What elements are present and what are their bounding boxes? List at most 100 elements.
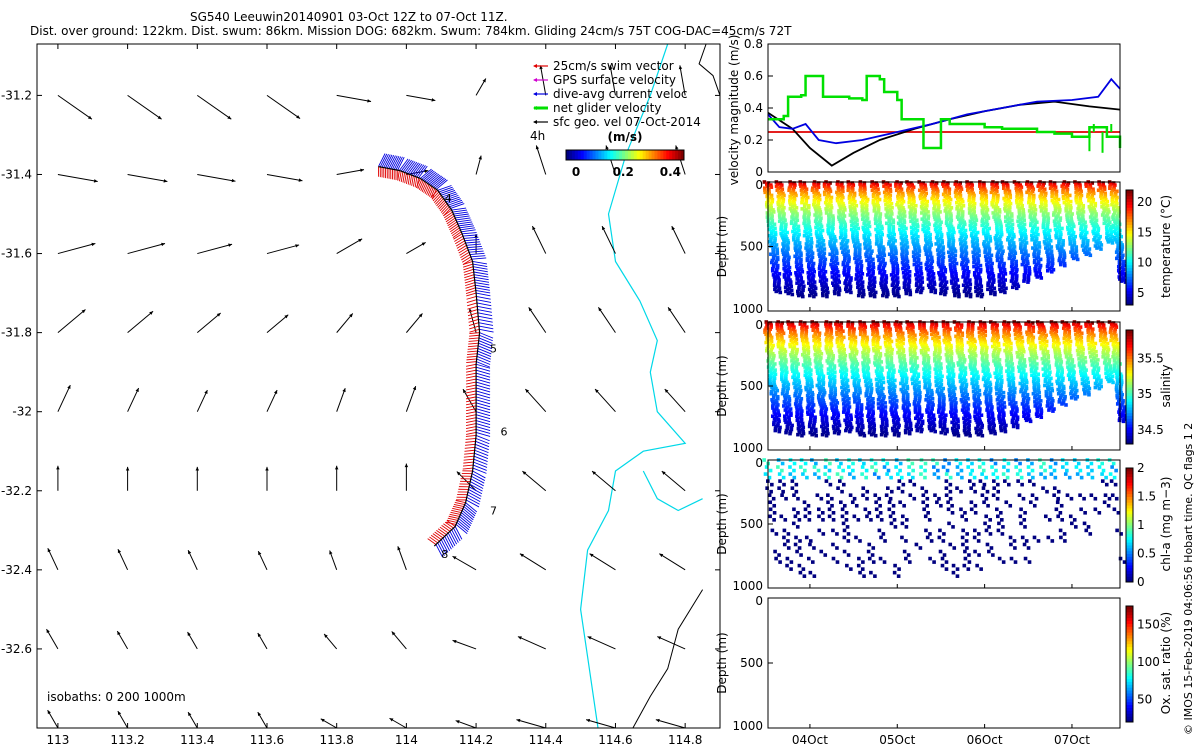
day-label: 6 [500, 425, 507, 438]
surface-velocity-arrow [405, 313, 423, 333]
colorbar-tick-label: 35 [1137, 387, 1152, 401]
map-colorbar-title: (m/s) [608, 130, 643, 144]
velocity-y-tick-label: 0.6 [744, 69, 763, 83]
map-x-tick-label: 113.6 [250, 733, 284, 747]
day-label: 5 [490, 342, 497, 355]
isobath-line [632, 589, 704, 729]
depth-tick-label: 0 [755, 594, 763, 608]
map-y-tick-label: -32 [12, 405, 32, 419]
surface-velocity-arrow [197, 173, 236, 182]
legend-time-scale: 4h [530, 129, 545, 143]
surface-velocity-arrow [609, 65, 616, 96]
surface-velocity-arrow [452, 555, 477, 571]
legend-label: GPS surface velocity [553, 73, 676, 87]
surface-velocity-arrow [57, 243, 96, 255]
legend-label: 25cm/s swim vector [553, 59, 674, 73]
map-x-tick-label: 114.8 [668, 733, 702, 747]
coastline-island [642, 470, 703, 512]
surface-velocity-arrow [336, 94, 372, 102]
depth-tick-label: 0 [755, 178, 763, 192]
surface-velocity-arrow [516, 719, 546, 729]
surface-velocity-arrow [406, 94, 436, 101]
surface-velocity-arrow [197, 94, 232, 120]
velocity-y-tick-label: 0.4 [744, 101, 763, 115]
panel-axes-chl [767, 459, 1121, 589]
surface-velocity-arrow [336, 313, 354, 333]
surface-velocity-arrow [117, 548, 129, 571]
colorbar-chl [1125, 467, 1134, 583]
surface-velocity-arrow [655, 719, 686, 729]
surface-velocity-arrow [517, 636, 546, 650]
surface-velocity-arrow [524, 388, 547, 413]
velocity-series-line [768, 74, 1122, 150]
surface-velocity-arrows [46, 65, 686, 729]
coastline [579, 43, 687, 729]
surface-velocity-arrow [391, 631, 407, 650]
map-colorbar-tick: 0.4 [660, 165, 681, 179]
surface-velocity-arrow [127, 243, 166, 255]
legend-label: net glider velocity [553, 101, 661, 115]
surface-velocity-arrow [397, 546, 407, 571]
legend-label: sfc geo. vel 07-Oct-2014 [553, 115, 701, 129]
surface-velocity-arrow [522, 470, 547, 492]
surface-velocity-arrow [657, 636, 686, 650]
velocity-y-axis-label: velocity magnitude (m/s) [727, 35, 741, 186]
surface-velocity-arrow [671, 225, 686, 254]
velocity-axes [767, 43, 1121, 173]
colorbar-sal [1125, 329, 1134, 445]
surface-velocity-arrow [659, 553, 686, 571]
colorbar-label: temperature (°C) [1159, 195, 1173, 298]
colorbar-tick-label: 1.5 [1137, 490, 1156, 504]
surface-velocity-arrow [452, 639, 477, 650]
map-colorbar-tick: 0.2 [613, 165, 634, 179]
glider-track [378, 166, 481, 547]
colorbar-tick-label: 10 [1137, 256, 1152, 270]
surface-velocity-arrow [336, 238, 363, 254]
surface-velocity-arrow [591, 470, 616, 492]
depth-tick-label: 1000 [732, 579, 763, 593]
map-colorbar-tick: 0 [572, 165, 580, 179]
surface-velocity-arrow [462, 388, 477, 412]
surface-velocity-arrow [594, 388, 616, 413]
map-x-tick-label: 114.4 [529, 733, 563, 747]
depth-tick-label: 500 [740, 240, 763, 254]
surface-velocity-arrow [57, 309, 86, 334]
surface-velocity-arrow [535, 145, 547, 175]
surface-velocity-arrow [127, 387, 140, 412]
colorbar-tick-label: 5 [1137, 286, 1145, 300]
surface-velocity-arrow [528, 307, 547, 333]
depth-tick-label: 1000 [732, 719, 763, 733]
depth-tick-label: 0 [755, 456, 763, 470]
velocity-y-tick-label: 0.2 [744, 133, 763, 147]
velocity-y-tick-label: 0.8 [744, 37, 763, 51]
profile-points-chl [762, 458, 1127, 578]
depth-axis-label: Depth (m) [715, 493, 729, 554]
day-label: 4 [445, 192, 452, 205]
map-y-tick-label: -32.4 [1, 563, 32, 577]
colorbar-tick-label: 34.5 [1137, 423, 1164, 437]
surface-velocity-arrow [127, 310, 154, 334]
colorbar-tick-label: 20 [1137, 195, 1152, 209]
isobath-line-north [698, 43, 721, 96]
surface-velocity-arrow [57, 94, 93, 120]
surface-velocity-arrow [196, 389, 208, 412]
colorbar-label: salinity [1159, 364, 1173, 407]
surface-velocity-arrow [266, 314, 289, 334]
depth-axis-label: Depth (m) [715, 355, 729, 416]
map-y-tick-label: -31.8 [1, 326, 32, 340]
map-x-tick-label: 113 [46, 733, 69, 747]
map-y-tick-label: -31.4 [1, 167, 32, 181]
velocity-y-tick-label: 0 [755, 165, 763, 179]
surface-velocity-arrow [266, 244, 300, 255]
surface-velocity-arrow [519, 553, 547, 571]
surface-velocity-arrow [47, 547, 59, 571]
surface-velocity-arrow [589, 553, 616, 571]
surface-velocity-arrow [336, 169, 365, 175]
time-x-tick-label: 06Oct [967, 733, 1003, 747]
title-line2: Dist. over ground: 122km. Dist. swum: 86… [30, 24, 792, 38]
colorbar-tick-label: 35.5 [1137, 352, 1164, 366]
surface-velocity-arrow [679, 65, 686, 96]
colorbar-temp [1125, 189, 1134, 306]
